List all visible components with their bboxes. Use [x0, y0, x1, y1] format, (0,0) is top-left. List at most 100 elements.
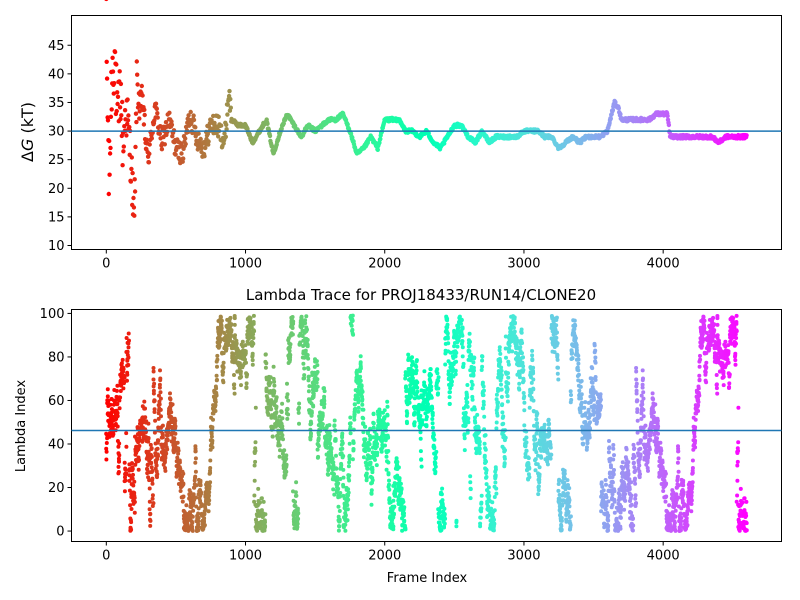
lambda-point — [213, 397, 218, 402]
lambda-point — [373, 457, 377, 462]
lambda-point — [245, 372, 250, 377]
lambda-point — [495, 413, 500, 418]
lambda-point — [108, 402, 113, 407]
lambda-point — [569, 393, 573, 397]
dg-point — [129, 155, 134, 160]
lambda-point — [337, 517, 342, 522]
lambda-point — [327, 423, 332, 428]
lambda-point — [360, 397, 365, 402]
lambda-point — [453, 368, 458, 373]
lambda-point — [521, 378, 526, 383]
lambda-point — [369, 502, 374, 507]
dg-point — [186, 113, 191, 118]
lambda-point — [209, 434, 214, 439]
lambda-point — [399, 491, 403, 496]
lambda-point — [536, 492, 541, 497]
lambda-point — [555, 341, 560, 346]
lambda-point — [129, 507, 134, 511]
dg-point — [133, 111, 139, 116]
lambda-point — [347, 441, 352, 446]
lambda-point — [476, 425, 481, 430]
lambda-point — [385, 413, 390, 418]
lambda-point — [314, 388, 319, 393]
lambda-point — [224, 346, 229, 351]
lambda-point — [184, 503, 189, 508]
dg-point — [191, 113, 196, 118]
dg-point — [203, 145, 208, 151]
lambda-point — [158, 376, 163, 381]
lambda-point — [386, 449, 391, 453]
lambda-point — [460, 354, 465, 359]
lambda-point — [432, 446, 437, 451]
lambda-point — [347, 478, 352, 483]
lambda-point — [499, 394, 504, 399]
lambda-point — [348, 421, 353, 426]
lambda-point — [178, 489, 183, 493]
lambda-point — [345, 518, 350, 523]
lambda-point — [398, 481, 403, 486]
lambda-point — [149, 454, 154, 459]
lambda-point — [568, 389, 573, 394]
dg-point — [209, 118, 214, 123]
lambda-point — [287, 348, 292, 353]
lambda-point — [297, 405, 302, 410]
lambda-point — [173, 424, 178, 429]
lambda-point — [263, 352, 268, 357]
lambda-point — [150, 496, 155, 501]
dg-point — [169, 119, 174, 124]
lambda-point — [418, 449, 423, 454]
lambda-point — [559, 524, 564, 529]
dg-y-axis-label: ΔG (kT) — [18, 102, 37, 162]
dg-point — [171, 128, 177, 133]
lambda-point — [356, 405, 361, 410]
lambda-point — [208, 470, 213, 475]
lambda-point — [285, 392, 290, 397]
lambda-point — [155, 472, 160, 477]
dg-point — [135, 72, 140, 77]
dg-point — [104, 0, 109, 2]
lambda-point — [202, 519, 206, 524]
lambda-point — [504, 355, 508, 360]
lambda-point — [484, 475, 489, 479]
lambda-point — [208, 480, 213, 485]
lambda-point — [567, 504, 572, 509]
dg-point — [105, 118, 111, 123]
lambda-point — [370, 478, 375, 483]
lambda-point — [576, 372, 581, 377]
lambda-point — [234, 342, 239, 347]
lambda-point — [533, 468, 538, 473]
lambda-point — [579, 392, 584, 397]
lambda-point — [386, 471, 391, 476]
lambda-point — [462, 436, 467, 441]
dg-point — [228, 96, 233, 102]
lambda-point — [104, 457, 109, 462]
lambda-point — [295, 506, 300, 511]
lambda-point — [387, 487, 392, 492]
dg-point — [130, 170, 135, 176]
lambda-point — [480, 354, 485, 359]
lambda-point — [506, 381, 511, 386]
lambda-point — [481, 384, 486, 389]
lambda-point — [522, 408, 527, 413]
lambda-point — [293, 490, 298, 495]
lambda-point — [477, 451, 482, 456]
dg-point — [110, 69, 116, 74]
lambda-point — [500, 402, 505, 407]
lambda-point — [202, 516, 207, 521]
lambda-point — [296, 516, 301, 521]
lambda-point — [221, 370, 226, 375]
lambda-point — [173, 418, 178, 423]
dg-point — [115, 94, 121, 100]
lambda-point — [527, 475, 532, 480]
lambda-point — [158, 390, 163, 395]
dg-x-tick-label: 4000 — [647, 257, 680, 272]
lambda-point — [152, 398, 157, 403]
lambda-point — [341, 467, 346, 472]
lambda-point — [445, 322, 450, 327]
lambda-point — [219, 318, 224, 323]
lambda-point — [385, 422, 390, 427]
lambda-point — [415, 380, 420, 385]
lambda-point — [339, 463, 344, 468]
lambda-point — [445, 334, 450, 339]
lambda-point — [165, 447, 170, 452]
